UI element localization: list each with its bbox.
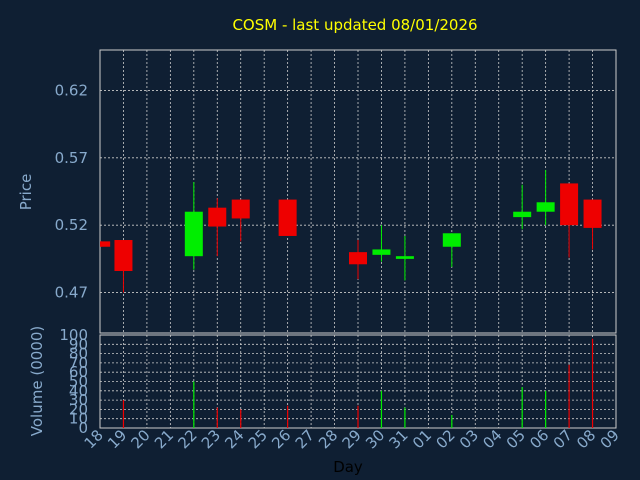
x-tick-label: 24 [221,426,247,452]
x-tick-label: 03 [456,426,482,452]
candle-body [395,256,414,259]
volume-tick-label: 60 [69,363,88,381]
volume-tick-label: 80 [69,345,88,363]
candle-body [513,211,532,218]
candle-body [231,199,250,219]
volume-tick-label: 90 [69,335,88,353]
x-tick-label: 25 [245,426,271,452]
x-tick-label: 05 [503,426,529,452]
x-axis-label: Day [333,458,363,476]
x-tick-label: 07 [550,426,576,452]
x-tick-label: 08 [573,426,599,452]
x-tick-label: 21 [151,426,177,452]
volume-tick-label: 0 [78,419,88,437]
candle-body [560,183,579,226]
price-tick-label: 0.57 [55,149,88,167]
volume-tick-label: 100 [59,326,88,344]
candle-body [372,249,391,255]
candle-body [349,252,367,265]
candle-body [442,233,461,247]
chart-title: COSM - last updated 08/01/2026 [232,16,477,34]
price-tick-label: 0.52 [55,216,88,234]
candle-body [114,240,133,272]
volume-tick-label: 20 [69,400,88,418]
candle-body [184,211,203,257]
x-tick-label: 26 [268,426,294,452]
price-tick-label: 0.47 [55,284,88,302]
x-tick-label: 09 [597,426,623,452]
candle-body [536,202,555,212]
candle-body [278,199,297,236]
x-tick-label: 20 [128,426,154,452]
candle-body [208,207,227,227]
x-tick-label: 28 [315,426,341,452]
price-tick-label: 0.62 [55,81,88,99]
x-tick-label: 30 [362,426,388,452]
x-tick-label: 01 [409,426,435,452]
x-tick-label: 29 [339,426,365,452]
x-tick-label: 04 [479,426,505,452]
x-tick-label: 19 [104,426,130,452]
volume-tick-label: 10 [69,410,88,428]
x-tick-label: 06 [526,426,552,452]
volume-tick-label: 50 [69,373,88,391]
volume-tick-label: 70 [69,354,88,372]
volume-tick-label: 30 [69,391,88,409]
price-panel: 0.62 0.57 0.52 0.47 [55,49,617,334]
x-tick-label: 23 [198,426,224,452]
volume-axis-label: Volume (0000) [28,326,46,436]
x-tick-label: 27 [292,426,318,452]
candle-body [100,241,111,247]
x-tick-label: 31 [386,426,412,452]
price-axis-label: Price [17,174,35,211]
x-tick-label: 02 [432,426,458,452]
x-tick-label: 22 [174,426,200,452]
candle-body [583,199,602,228]
volume-panel: 0102030405060708090100181920212223242526… [59,326,622,452]
volume-tick-label: 40 [69,382,88,400]
